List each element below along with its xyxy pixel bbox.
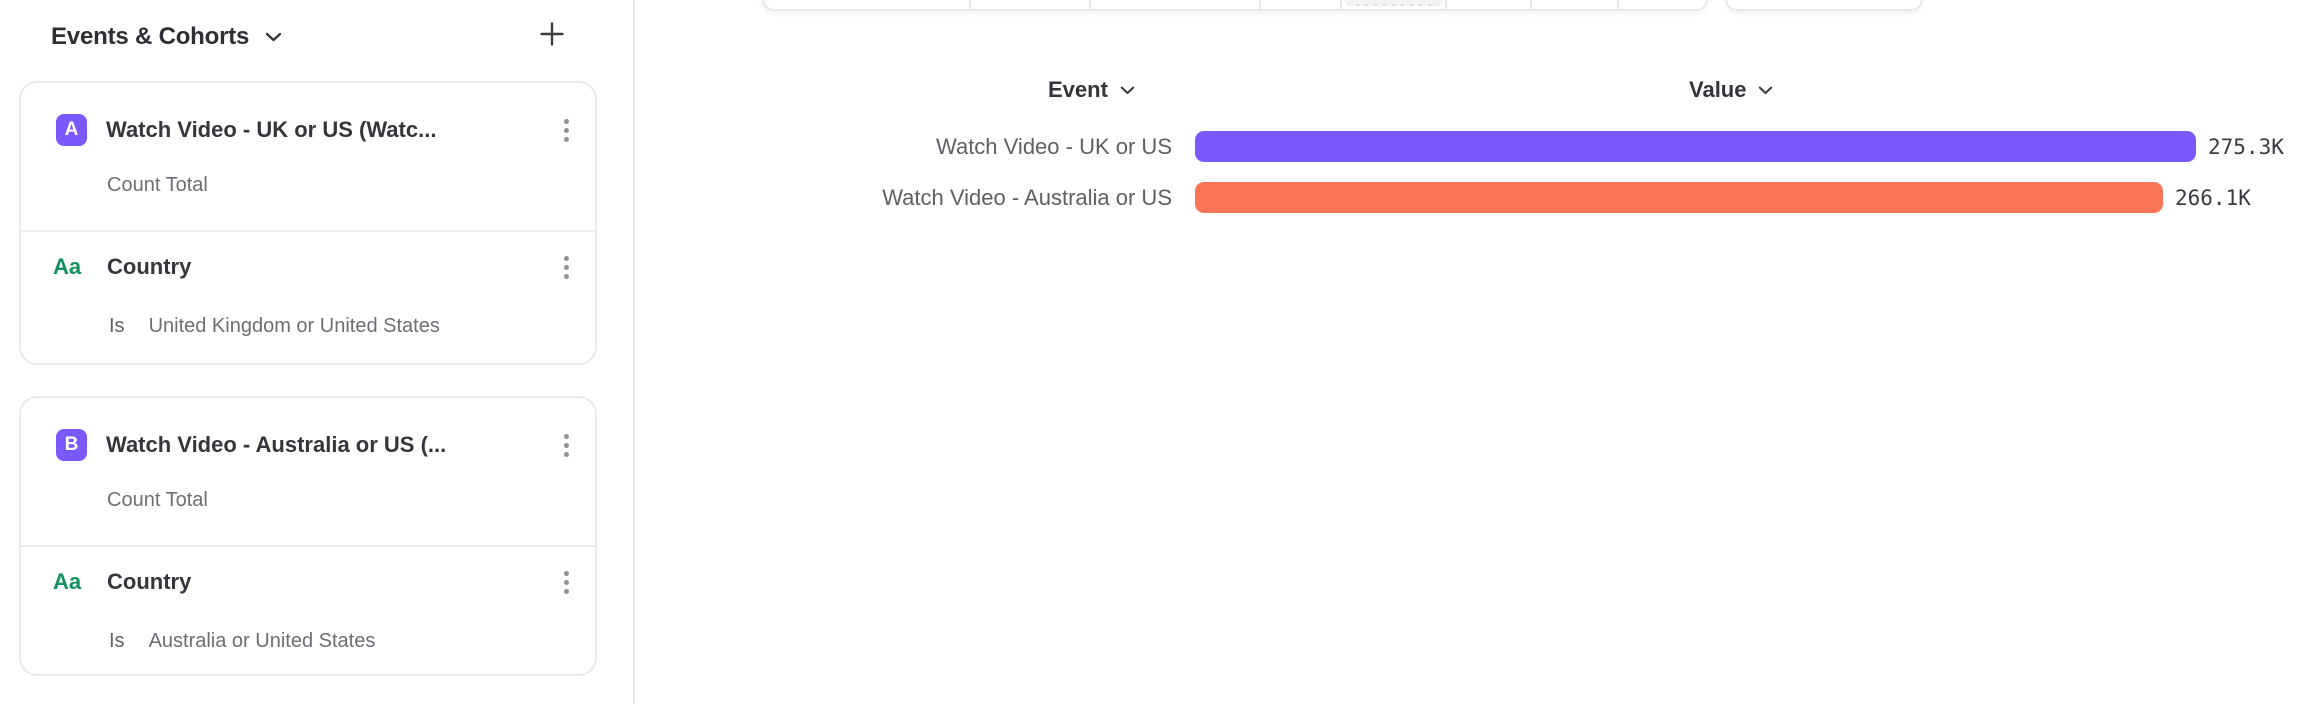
event-column-header[interactable]: Event <box>1048 77 1135 103</box>
property-name[interactable]: Country <box>107 569 192 594</box>
filter-value[interactable]: United Kingdom or United States <box>148 315 440 337</box>
toolbar-segment-divider <box>1089 0 1091 9</box>
chart-area: Event Value Watch Video - UK or US 275.3K… <box>637 0 2308 704</box>
aggregation-label[interactable]: Count Total <box>107 174 208 196</box>
plus-icon <box>540 22 564 46</box>
bar[interactable] <box>1195 182 2163 213</box>
bar-category-label: Watch Video - UK or US <box>936 133 1172 159</box>
bar-category-label: Watch Video - Australia or US <box>882 184 1172 210</box>
add-event-button[interactable] <box>536 18 568 50</box>
chart-row: Watch Video - Australia or US 266.1K <box>640 182 2284 213</box>
value-column-header[interactable]: Value <box>1689 77 1773 103</box>
event-column-label: Event <box>1048 77 1108 102</box>
panel-title: Events & Cohorts <box>51 23 250 50</box>
series-badge-a: A <box>56 114 87 146</box>
filter-value[interactable]: Australia or United States <box>148 630 376 652</box>
kebab-menu-icon[interactable] <box>562 115 571 145</box>
filter-condition: Is United Kingdom or United States <box>109 315 440 338</box>
panel-header: Events & Cohorts <box>51 20 593 54</box>
divider <box>21 230 595 232</box>
events-cohorts-panel: Events & Cohorts A Watch Video - UK or U… <box>0 0 635 704</box>
string-property-icon: Aa <box>53 254 82 279</box>
chevron-down-icon <box>1758 86 1773 95</box>
toolbar-selected-segment[interactable] <box>1344 0 1443 6</box>
event-row: B Watch Video - Australia or US (... <box>56 428 571 462</box>
toolbar-segment-divider <box>1340 0 1342 9</box>
bar-value-label: 266.1K <box>2175 185 2251 210</box>
toolbar-segment-divider <box>1530 0 1532 9</box>
string-property-icon: Aa <box>53 569 82 594</box>
query-group-a[interactable]: A Watch Video - UK or US (Watc... Count … <box>19 81 597 365</box>
filter-operator[interactable]: Is <box>109 630 125 652</box>
chart-rows: Watch Video - UK or US 275.3K Watch Video … <box>640 131 2284 233</box>
kebab-menu-icon[interactable] <box>562 567 571 597</box>
filter-row: Aa Country <box>53 250 571 284</box>
toolbar-segment-divider <box>1445 0 1447 9</box>
kebab-menu-icon[interactable] <box>562 430 571 460</box>
event-row: A Watch Video - UK or US (Watc... <box>56 113 571 147</box>
bar-value-label: 275.3K <box>2208 134 2284 159</box>
toolbar-segment-divider <box>969 0 971 9</box>
query-group-b[interactable]: B Watch Video - Australia or US (... Cou… <box>19 396 597 676</box>
bar[interactable] <box>1195 131 2196 162</box>
event-name[interactable]: Watch Video - Australia or US (... <box>106 432 447 457</box>
filter-row: Aa Country <box>53 565 571 599</box>
filter-operator[interactable]: Is <box>109 315 125 337</box>
filter-condition: Is Australia or United States <box>109 630 375 653</box>
toolbar-secondary-group[interactable] <box>1725 0 1923 11</box>
kebab-menu-icon[interactable] <box>562 252 571 282</box>
divider <box>21 545 595 547</box>
property-name[interactable]: Country <box>107 254 192 279</box>
toolbar-segment-divider <box>1259 0 1261 9</box>
chevron-down-icon <box>1120 86 1135 95</box>
chart-row: Watch Video - UK or US 275.3K <box>640 131 2284 162</box>
chevron-down-icon[interactable] <box>265 32 282 42</box>
toolbar-segment-divider <box>1617 0 1619 9</box>
value-column-label: Value <box>1689 77 1747 102</box>
series-badge-b: B <box>56 429 87 461</box>
event-name[interactable]: Watch Video - UK or US (Watc... <box>106 117 437 142</box>
aggregation-label[interactable]: Count Total <box>107 489 208 511</box>
chart-type-toolbar[interactable] <box>762 0 1708 11</box>
